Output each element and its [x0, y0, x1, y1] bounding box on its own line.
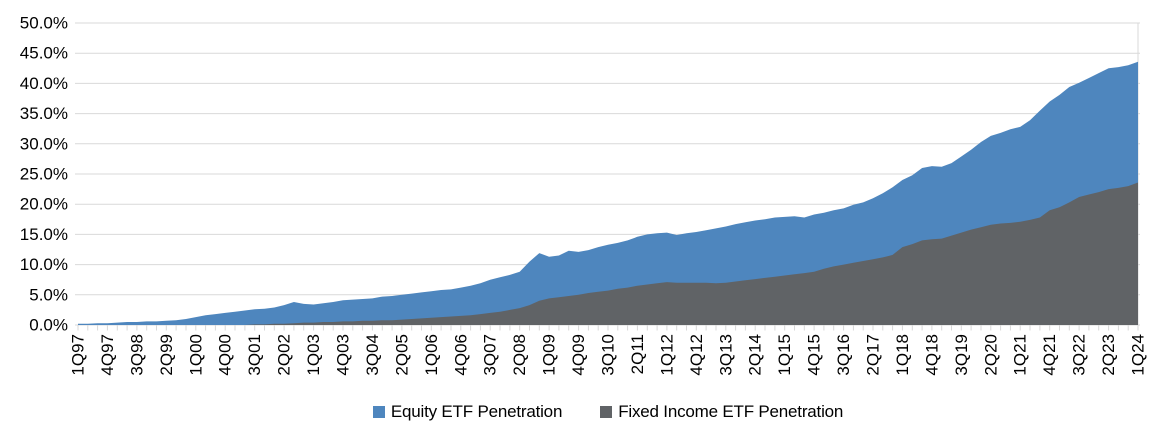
x-axis-label: 4Q21 [1040, 334, 1059, 376]
x-axis-label: 4Q12 [687, 334, 706, 376]
x-axis-label: 1Q03 [304, 334, 323, 376]
x-ticks [77, 325, 1139, 331]
x-axis-label: 2Q11 [628, 334, 647, 374]
x-axis-label: 3Q04 [363, 334, 382, 376]
x-axis-label: 1Q00 [186, 334, 205, 376]
y-axis-label: 40.0% [20, 74, 68, 93]
x-axis-label: 1Q18 [893, 334, 912, 376]
legend-swatch-fixed-income [600, 406, 613, 418]
x-axis-label: 2Q14 [746, 334, 765, 376]
equity-area-series [78, 61, 1138, 325]
legend-item-equity: Equity ETF Penetration [372, 402, 563, 422]
y-axis-labels: 0.0% 5.0% 10.0% 15.0% 20.0% 25.0% 30.0% 35.0% 40… [20, 14, 68, 335]
legend-label: Equity ETF Penetration [390, 402, 563, 421]
x-axis-label: 3Q01 [245, 334, 264, 376]
y-axis-label: 5.0% [29, 285, 68, 304]
x-axis-label: 1Q12 [657, 334, 676, 376]
x-axis-label: 3Q07 [481, 334, 500, 376]
x-axis-label: 4Q18 [922, 334, 941, 376]
x-axis-label: 3Q10 [599, 334, 618, 376]
y-axis-label: 10.0% [20, 255, 68, 274]
x-axis-label: 2Q20 [981, 334, 1000, 376]
legend-swatch-equity [372, 406, 385, 418]
y-axis-label: 25.0% [20, 165, 68, 184]
x-axis-label: 3Q13 [716, 334, 735, 376]
y-axis-label: 45.0% [20, 44, 68, 63]
x-axis-label: 2Q02 [275, 334, 294, 376]
y-axis-label: 50.0% [20, 14, 68, 33]
x-axis-label: 2Q08 [510, 334, 529, 376]
x-axis-label: 3Q16 [834, 334, 853, 376]
y-axis-label: 15.0% [20, 225, 68, 244]
x-axis-label: 2Q05 [392, 334, 411, 376]
x-axis-label: 4Q97 [98, 334, 117, 376]
x-axis-label: 3Q98 [127, 334, 146, 376]
x-axis-label: 1Q21 [1011, 334, 1030, 376]
x-axis-label: 4Q06 [451, 334, 470, 376]
fixed-income-area-series [78, 182, 1138, 325]
x-axis-label: 1Q97 [69, 334, 88, 376]
x-axis-label: 4Q03 [334, 334, 353, 376]
x-axis-label: 4Q15 [805, 334, 824, 376]
x-axis-label: 2Q99 [157, 334, 176, 376]
x-axis-label: 2Q23 [1099, 334, 1118, 376]
chart-legend: Equity ETF Penetration Fixed Income ETF P… [78, 402, 1138, 422]
area-series-group [78, 61, 1138, 325]
x-axis-label: 4Q09 [569, 334, 588, 376]
x-axis-label: 1Q06 [422, 334, 441, 376]
x-axis-label: 4Q00 [216, 334, 235, 376]
y-axis-label: 0.0% [29, 316, 68, 335]
x-axis-label: 3Q22 [1070, 334, 1089, 376]
x-axis-label: 1Q24 [1129, 334, 1148, 376]
x-axis-label: 1Q15 [775, 334, 794, 376]
y-axis-label: 35.0% [20, 104, 68, 123]
legend-label: Fixed Income ETF Penetration [618, 402, 844, 421]
y-axis-label: 30.0% [20, 134, 68, 153]
y-axis-label: 20.0% [20, 195, 68, 214]
x-axis-label: 2Q17 [864, 334, 883, 376]
x-axis-label: 1Q09 [540, 334, 559, 376]
x-axis-labels: 1Q97 4Q97 3Q98 2Q99 1Q00 4Q00 3Q01 2Q02 1Q03 4Q03… [69, 334, 1148, 376]
x-axis-label: 3Q19 [952, 334, 971, 376]
legend-item-fixed-income: Fixed Income ETF Penetration [600, 402, 843, 422]
